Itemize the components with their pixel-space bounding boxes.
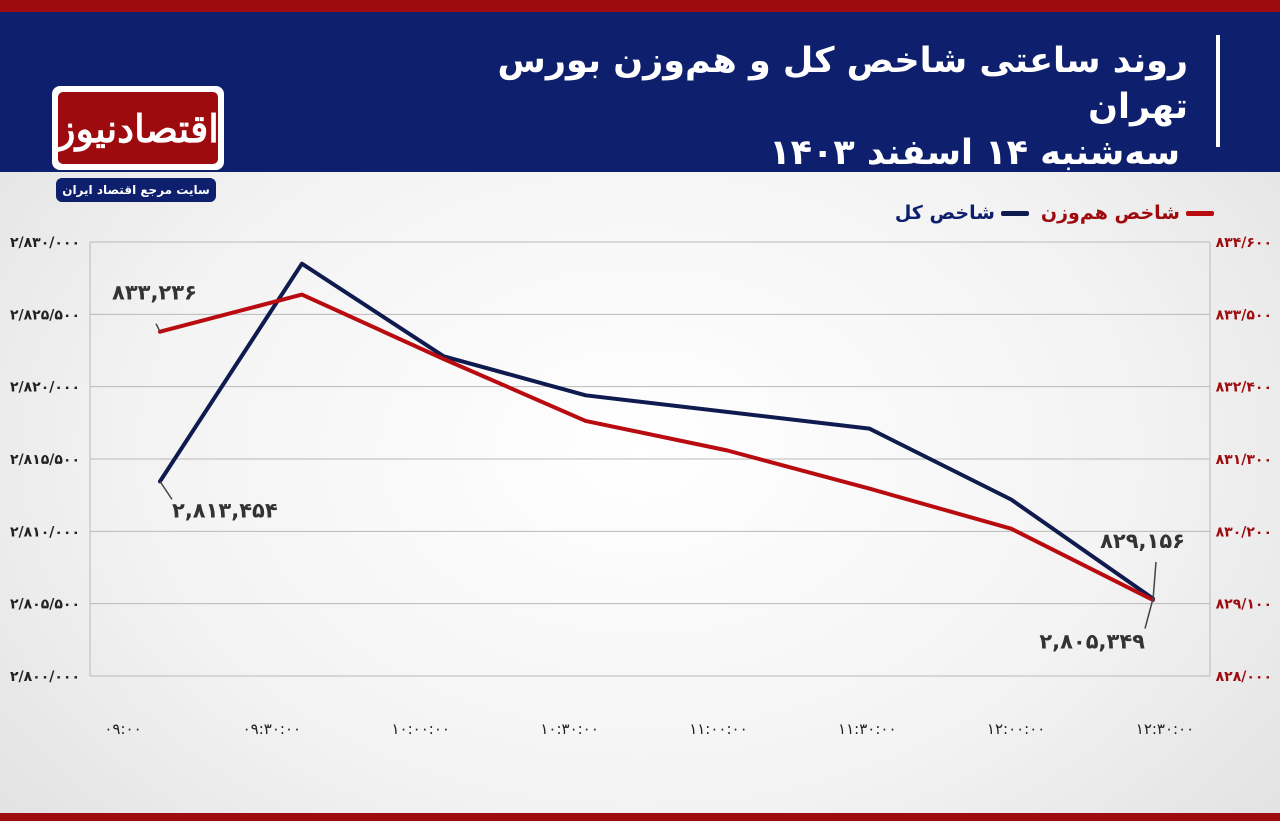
left-tick-label: ۲/۸۰۵/۵۰۰: [10, 597, 80, 613]
logo-tagline: سایت مرجع اقتصاد ایران: [56, 178, 216, 202]
right-tick-label: ۸۲۸/۰۰۰: [1216, 669, 1272, 685]
x-tick-label: ۱۱:۳۰:۰۰: [838, 720, 896, 738]
x-tick-label: ۰۹:۳۰:۰۰: [243, 720, 301, 738]
data-label: ۸۲۹,۱۵۶: [1100, 529, 1185, 553]
legend-item-equal: شاخص هم‌وزن: [1041, 202, 1214, 224]
left-tick-label: ۲/۸۲۵/۵۰۰: [10, 307, 80, 323]
legend-label-equal: شاخص هم‌وزن: [1040, 202, 1180, 224]
left-tick-label: ۲/۸۱۵/۵۰۰: [10, 452, 80, 468]
chart-title: روند ساعتی شاخص کل و هم‌وزن بورس تهران س…: [428, 38, 1188, 176]
title-line-1: روند ساعتی شاخص کل و هم‌وزن بورس تهران: [497, 41, 1188, 127]
series-layer: [158, 261, 1155, 602]
left-tick-label: ۲/۸۲۰/۰۰۰: [10, 380, 80, 396]
right-tick-label: ۸۳۰/۲۰۰: [1216, 524, 1272, 540]
legend-label-total: شاخص کل: [894, 202, 995, 224]
logo-text: اقتصادنیوز: [57, 92, 219, 164]
right-tick-label: ۸۳۱/۳۰۰: [1216, 452, 1272, 468]
series-line-equal: [158, 292, 1155, 602]
bottom-accent-bar: [0, 813, 1280, 821]
logo: اقتصادنیوز: [52, 86, 224, 170]
right-tick-label: ۸۳۲/۴۰۰: [1216, 380, 1272, 396]
annotation-layer: ۸۳۳,۲۳۶ ۲,۸۱۳,۴۵۴ ۸۲۹,۱۵۶ ۲,۸۰۵,۳۴۹: [112, 281, 1185, 654]
annotation-leader: [159, 480, 173, 500]
legend-swatch-total: [1000, 210, 1029, 216]
top-accent-bar: [0, 0, 1280, 12]
right-tick-label: ۸۳۳/۵۰۰: [1216, 307, 1272, 323]
title-divider: [1216, 35, 1220, 147]
right-tick-label: ۸۳۴/۶۰۰: [1216, 235, 1272, 251]
right-axis-ticks: ۸۳۴/۶۰۰ ۸۳۳/۵۰۰ ۸۳۲/۴۰۰ ۸۳۱/۳۰۰ ۸۳۰/۲۰۰ ۸۲۹/۱…: [1216, 235, 1272, 685]
left-tick-label: ۲/۸۰۰/۰۰۰: [10, 669, 80, 685]
left-tick-label: ۲/۸۳۰/۰۰۰: [10, 235, 80, 251]
data-label: ۸۳۳,۲۳۶: [112, 281, 197, 305]
legend-swatch-equal: [1186, 210, 1214, 216]
x-tick-label: ۰۹:۰۰: [104, 720, 141, 738]
annotation-leader: [1144, 598, 1154, 629]
annotation-leader: [155, 323, 161, 333]
left-axis-ticks: ۲/۸۳۰/۰۰۰ ۲/۸۲۵/۵۰۰ ۲/۸۲۰/۰۰۰ ۲/۸۱۵/۵۰۰ ۲/۸۱…: [10, 235, 80, 685]
grid-lines: [89, 241, 1211, 677]
x-tick-label: ۱۰:۰۰:۰۰: [391, 720, 449, 738]
right-tick-label: ۸۲۹/۱۰۰: [1216, 597, 1272, 613]
x-axis-ticks: ۰۹:۰۰ ۰۹:۳۰:۰۰ ۱۰:۰۰:۰۰ ۱۰:۳۰:۰۰ ۱۱:۰۰:۰۰ ۱۱:…: [104, 720, 1194, 738]
annotation-leader: [1152, 561, 1157, 601]
data-label: ۲,۸۰۵,۳۴۹: [1039, 630, 1145, 654]
data-label: ۲,۸۱۳,۴۵۴: [172, 498, 278, 522]
left-tick-label: ۲/۸۱۰/۰۰۰: [10, 524, 80, 540]
x-tick-label: ۱۰:۳۰:۰۰: [540, 720, 598, 738]
x-tick-label: ۱۲:۳۰:۰۰: [1136, 720, 1194, 738]
title-line-2: سه‌شنبه ۱۴ اسفند ۱۴۰۳: [769, 133, 1180, 173]
chart-legend: شاخص هم‌وزن شاخص کل: [895, 202, 1214, 224]
series-line-total: [158, 261, 1155, 601]
x-tick-label: ۱۱:۰۰:۰۰: [689, 720, 747, 738]
x-tick-label: ۱۲:۰۰:۰۰: [987, 720, 1045, 738]
legend-item-total: شاخص کل: [895, 202, 1029, 224]
